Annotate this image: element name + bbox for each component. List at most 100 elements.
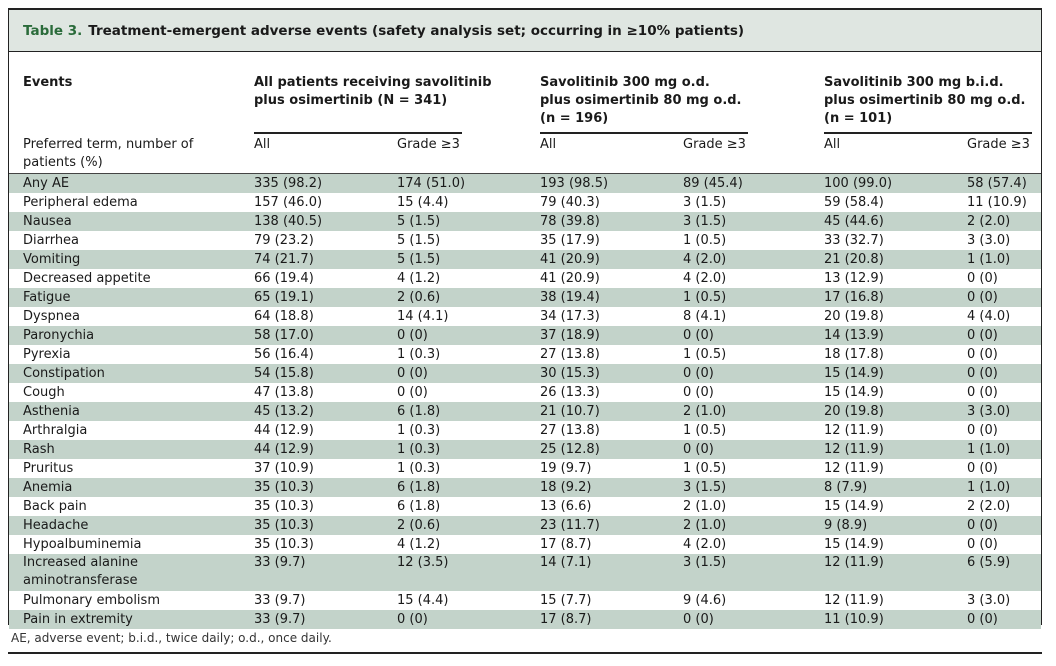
table-cell: 0 (0): [683, 612, 714, 627]
event-name: Constipation: [23, 366, 105, 381]
table-cell: 335 (98.2): [254, 176, 323, 191]
event-name: Decreased appetite: [23, 271, 151, 286]
table-body: Any AE 335 (98.2) 174 (51.0) 193 (98.5) 89 (…: [9, 173, 1041, 629]
table-cell: 0 (0): [683, 366, 714, 381]
event-name: Vomiting: [23, 252, 81, 267]
table-cell: 15 (14.9): [824, 499, 884, 514]
table-cell: 44 (12.9): [254, 442, 314, 457]
subheader-grade: Grade ≥3: [397, 137, 460, 152]
table-cell: 27 (13.8): [540, 347, 600, 362]
table-row: Asthenia 45 (13.2) 6 (1.8) 21 (10.7) 2 (1.0)…: [9, 402, 1041, 421]
group-line: Savolitinib 300 mg b.i.d.: [824, 75, 1004, 90]
table-cell: 11 (10.9): [824, 612, 884, 627]
table-cell: 56 (16.4): [254, 347, 314, 362]
event-name: Pulmonary embolism: [23, 593, 160, 608]
table-cell: 15 (14.9): [824, 366, 884, 381]
table-cell: 65 (19.1): [254, 290, 314, 305]
group-line: plus osimertinib 80 mg o.d.: [824, 93, 1026, 108]
table-cell: 4 (4.0): [967, 309, 1011, 324]
event-name: Back pain: [23, 499, 87, 514]
table-row: Diarrhea 79 (23.2) 5 (1.5) 35 (17.9) 1 (0.5)…: [9, 231, 1041, 250]
table-row: Nausea 138 (40.5) 5 (1.5) 78 (39.8) 3 (1.5) 4…: [9, 212, 1041, 231]
table-cell: 15 (7.7): [540, 593, 592, 608]
table-cell: 3 (1.5): [683, 555, 727, 570]
table-cell: 0 (0): [683, 385, 714, 400]
table-cell: 18 (17.8): [824, 347, 884, 362]
table-row: Any AE 335 (98.2) 174 (51.0) 193 (98.5) 89 (…: [9, 174, 1041, 193]
event-name: Nausea: [23, 214, 72, 229]
table-row: Pyrexia 56 (16.4) 1 (0.3) 27 (13.8) 1 (0.5) 1…: [9, 345, 1041, 364]
subheader-all: All: [540, 137, 557, 152]
table-cell: 35 (17.9): [540, 233, 600, 248]
table-cell: 15 (4.4): [397, 593, 449, 608]
table-cell: 47 (13.8): [254, 385, 314, 400]
table-frame: Table 3. Treatment-emergent adverse even…: [8, 8, 1042, 629]
table-cell: 1 (0.5): [683, 423, 727, 438]
header-group-all: All patients receiving savolitinib plus …: [254, 74, 492, 110]
event-name: Pyrexia: [23, 347, 71, 362]
table-cell: 1 (0.5): [683, 461, 727, 476]
table-cell: 0 (0): [967, 271, 998, 286]
table-cell: 174 (51.0): [397, 176, 466, 191]
group-line: (n = 196): [540, 111, 609, 126]
table-cell: 0 (0): [967, 518, 998, 533]
table-cell: 5 (1.5): [397, 214, 441, 229]
subheader-grade: Grade ≥3: [683, 137, 746, 152]
table-cell: 8 (4.1): [683, 309, 727, 324]
table-cell: 4 (2.0): [683, 271, 727, 286]
table-cell: 5 (1.5): [397, 233, 441, 248]
table-cell: 0 (0): [683, 442, 714, 457]
table-cell: 1 (0.3): [397, 442, 441, 457]
table-cell: 0 (0): [397, 385, 428, 400]
table-row: Cough 47 (13.8) 0 (0) 26 (13.3) 0 (0) 15 (14.…: [9, 383, 1041, 402]
table-cell: 4 (2.0): [683, 537, 727, 552]
table-row: Headache 35 (10.3) 2 (0.6) 23 (11.7) 2 (1.0)…: [9, 516, 1041, 535]
table-cell: 3 (3.0): [967, 404, 1011, 419]
table-row: Back pain 35 (10.3) 6 (1.8) 13 (6.6) 2 (1.0)…: [9, 497, 1041, 516]
table-cell: 25 (12.8): [540, 442, 600, 457]
table-cell: 41 (20.9): [540, 252, 600, 267]
table-cell: 2 (1.0): [683, 499, 727, 514]
table-cell: 35 (10.3): [254, 518, 314, 533]
table-cell: 35 (10.3): [254, 537, 314, 552]
table-cell: 9 (8.9): [824, 518, 868, 533]
table-cell: 12 (11.9): [824, 593, 884, 608]
table-cell: 79 (23.2): [254, 233, 314, 248]
table-row: Pulmonary embolism 33 (9.7) 15 (4.4) 15 (7.…: [9, 591, 1041, 610]
table-cell: 2 (1.0): [683, 404, 727, 419]
table-cell: 23 (11.7): [540, 518, 600, 533]
group-rule: [254, 132, 462, 134]
table-cell: 35 (10.3): [254, 480, 314, 495]
table-cell: 3 (1.5): [683, 195, 727, 210]
group-line: Savolitinib 300 mg o.d.: [540, 75, 710, 90]
table-row: Rash 44 (12.9) 1 (0.3) 25 (12.8) 0 (0) 12 (11…: [9, 440, 1041, 459]
table-cell: 1 (0.5): [683, 233, 727, 248]
table-cell: 64 (18.8): [254, 309, 314, 324]
table-cell: 45 (13.2): [254, 404, 314, 419]
table-cell: 0 (0): [967, 366, 998, 381]
table-cell: 0 (0): [397, 366, 428, 381]
event-name: Dyspnea: [23, 309, 80, 324]
table-cell: 3 (3.0): [967, 593, 1011, 608]
table-cell: 15 (4.4): [397, 195, 449, 210]
table-cell: 0 (0): [967, 328, 998, 343]
table-cell: 4 (2.0): [683, 252, 727, 267]
table-cell: 44 (12.9): [254, 423, 314, 438]
table-cell: 26 (13.3): [540, 385, 600, 400]
table-cell: 4 (1.2): [397, 537, 441, 552]
table-cell: 1 (0.3): [397, 461, 441, 476]
event-name: Increased alanine aminotransferase: [23, 555, 139, 588]
table-row: Dyspnea 64 (18.8) 14 (4.1) 34 (17.3) 8 (4.1)…: [9, 307, 1041, 326]
table-cell: 58 (57.4): [967, 176, 1027, 191]
group-line: plus osimertinib 80 mg o.d.: [540, 93, 742, 108]
table-cell: 6 (5.9): [967, 555, 1011, 570]
table-row: Pruritus 37 (10.9) 1 (0.3) 19 (9.7) 1 (0.5) 1…: [9, 459, 1041, 478]
table-cell: 12 (11.9): [824, 461, 884, 476]
table-cell: 33 (9.7): [254, 555, 306, 570]
table-row: Anemia 35 (10.3) 6 (1.8) 18 (9.2) 3 (1.5) 8 (…: [9, 478, 1041, 497]
event-name: Paronychia: [23, 328, 95, 343]
table-cell: 54 (15.8): [254, 366, 314, 381]
event-name: Any AE: [23, 176, 70, 191]
table-row: Vomiting 74 (21.7) 5 (1.5) 41 (20.9) 4 (2.0)…: [9, 250, 1041, 269]
group-line: All patients receiving savolitinib: [254, 75, 492, 90]
